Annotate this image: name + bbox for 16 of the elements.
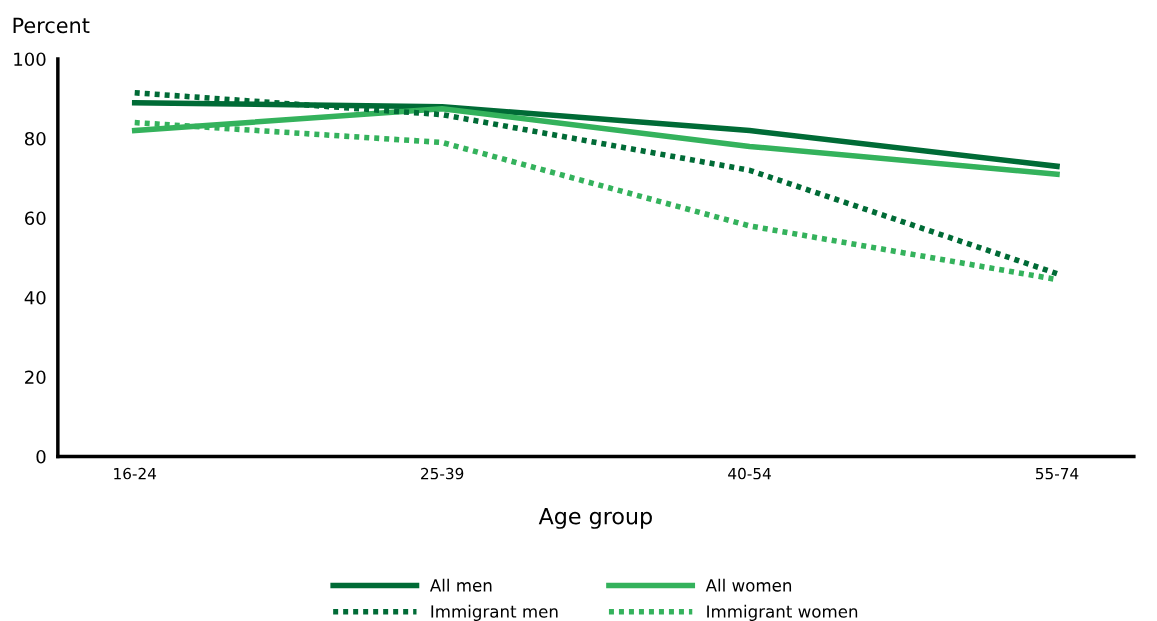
x-tick-label: 25-39 (421, 467, 464, 480)
legend-label: Immigrant women (707, 604, 858, 621)
legend-label: All women (705, 578, 792, 592)
y-tick-label: 0 (36, 449, 46, 464)
legend-label: All men (429, 578, 492, 592)
x-tick-label: 40-54 (728, 467, 771, 480)
x-axis-title: Age group (538, 508, 652, 529)
y-axis-title: Percent (13, 17, 90, 34)
y-tick-label: 100 (14, 52, 46, 67)
legend-label: Immigrant men (431, 604, 558, 621)
y-tick-label: 80 (24, 131, 46, 146)
y-tick-label: 60 (25, 211, 46, 226)
x-tick-label: 16-24 (114, 467, 157, 480)
y-tick-label: 40 (24, 290, 46, 305)
x-tick-label: 55-74 (1035, 468, 1079, 480)
y-tick-label: 20 (25, 370, 46, 385)
